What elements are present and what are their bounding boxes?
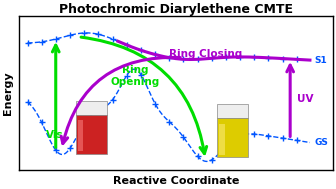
Title: Photochromic Diarylethene CMTE: Photochromic Diarylethene CMTE: [59, 3, 293, 16]
X-axis label: Reactive Coordinate: Reactive Coordinate: [113, 176, 239, 186]
Bar: [219, 124, 224, 155]
Text: Ring Closing: Ring Closing: [169, 49, 242, 59]
Text: UV: UV: [297, 94, 314, 104]
Bar: [217, 104, 248, 118]
Bar: [76, 101, 107, 115]
Bar: [217, 118, 248, 157]
Bar: [76, 115, 107, 154]
Text: Vis: Vis: [45, 130, 63, 140]
Y-axis label: Energy: Energy: [3, 71, 13, 115]
Text: S1: S1: [314, 56, 327, 65]
Text: Ring
Opening: Ring Opening: [110, 65, 160, 87]
Text: GS: GS: [314, 138, 328, 147]
Bar: [78, 120, 83, 151]
